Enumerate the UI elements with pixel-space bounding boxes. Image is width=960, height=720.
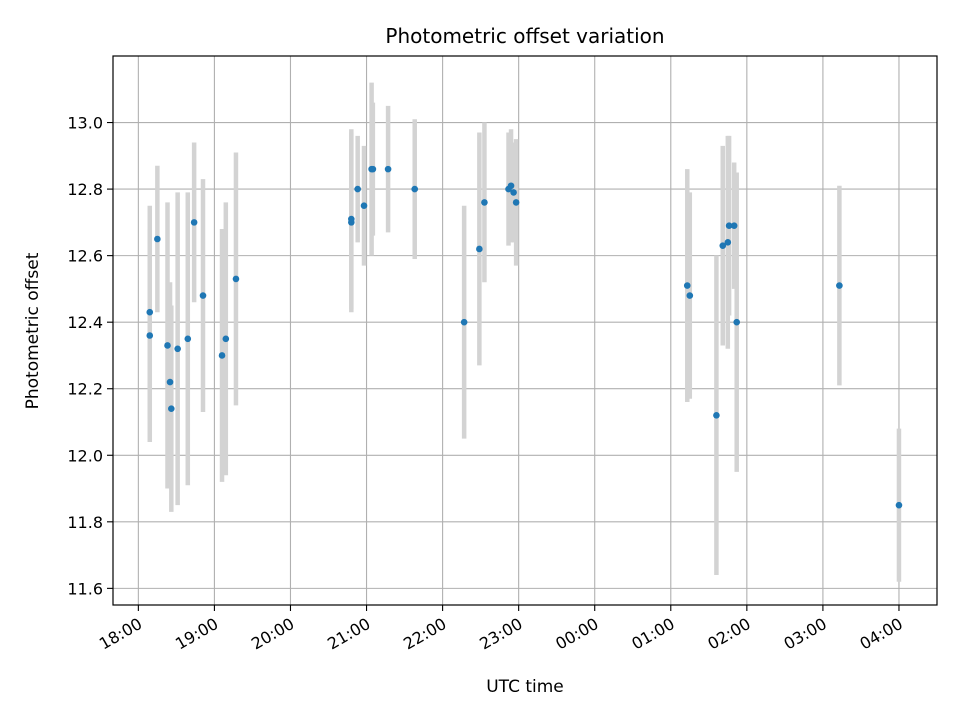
y-tick-label: 11.6: [67, 579, 103, 598]
y-tick-label: 12.6: [67, 247, 103, 266]
data-point: [168, 405, 175, 412]
data-point: [733, 318, 741, 326]
data-point: [730, 222, 738, 229]
y-tick-label: 11.8: [67, 513, 103, 532]
data-point: [836, 282, 843, 289]
data-point: [348, 219, 355, 226]
data-point: [507, 182, 515, 190]
data-point: [510, 189, 517, 196]
data-point: [154, 235, 161, 243]
data-points: [146, 165, 903, 509]
data-point: [190, 219, 198, 226]
data-point: [369, 165, 377, 173]
data-point: [481, 199, 488, 206]
data-point: [146, 332, 154, 339]
data-point: [725, 222, 733, 229]
data-point: [164, 342, 171, 349]
y-tick-label: 12.0: [67, 446, 103, 465]
data-point: [218, 352, 226, 359]
data-point: [512, 199, 520, 206]
data-point: [146, 308, 154, 316]
data-point: [895, 501, 903, 509]
data-point: [683, 282, 691, 289]
data-point: [360, 202, 368, 210]
data-point: [476, 245, 483, 253]
data-point: [724, 239, 732, 246]
data-point: [199, 292, 207, 299]
data-point: [222, 335, 230, 343]
data-point: [184, 335, 192, 343]
plot-frame: [112, 55, 938, 606]
y-tick-label: 12.2: [67, 380, 103, 399]
data-point: [166, 378, 174, 386]
data-point: [384, 165, 392, 173]
y-axis-ticks: 11.6 11.8 12.0 12.2 12.4 12.6 12.8 13.0: [67, 114, 113, 598]
data-point: [174, 345, 181, 353]
x-axis-title: UTC time: [486, 677, 564, 697]
data-point: [686, 292, 694, 299]
data-point: [713, 412, 720, 419]
data-point: [411, 185, 419, 193]
y-tick-label: 12.8: [67, 180, 103, 199]
data-point: [232, 275, 240, 283]
chart-title: Photometric offset variation: [385, 24, 664, 48]
data-point: [354, 185, 361, 193]
y-axis-title: Photometric offset: [23, 252, 43, 409]
data-point: [460, 318, 468, 326]
y-tick-label: 13.0: [67, 114, 103, 133]
y-tick-label: 12.4: [67, 313, 103, 332]
data-point: [719, 242, 727, 249]
